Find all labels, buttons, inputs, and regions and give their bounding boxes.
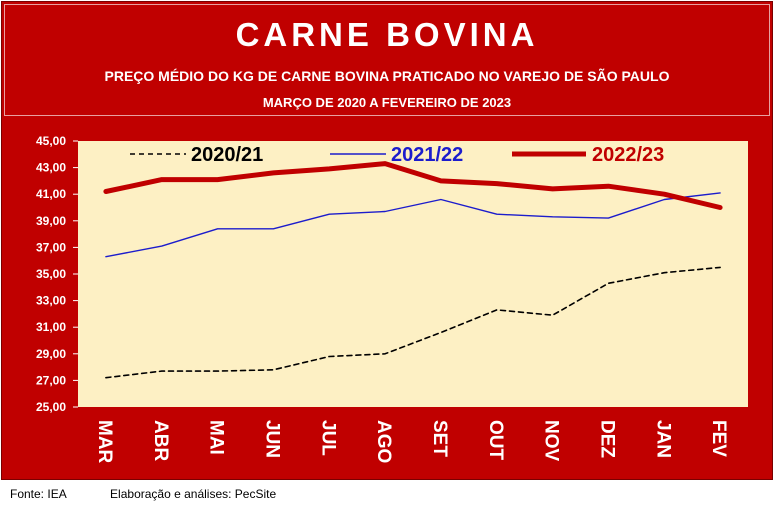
x-axis: MAR ABR MAI JUN JUL AGO SET OUT NOV DEZ JAN FEV bbox=[94, 420, 729, 464]
y-tick-label: 33,00 bbox=[36, 294, 66, 308]
series-lines bbox=[103, 161, 723, 379]
y-tick-label: 25,00 bbox=[36, 400, 66, 414]
x-tick-label-fev: FEV bbox=[708, 420, 729, 457]
x-tick-label-out: OUT bbox=[485, 420, 506, 461]
x-tick-label-abr: ABR bbox=[150, 420, 171, 461]
y-tick-label: 45,00 bbox=[36, 134, 66, 148]
x-tick-label-jan: JAN bbox=[652, 420, 673, 458]
line-chart: 25,00 27,00 29,00 31,00 33,00 35,00 37,00 39,00… bbox=[36, 134, 748, 464]
credit-note: Elaboração e análises: PecSite bbox=[110, 487, 277, 501]
x-tick-label-dez: DEZ bbox=[596, 420, 617, 458]
chart-subtitle: PREÇO MÉDIO DO KG DE CARNE BOVINA PRATIC… bbox=[104, 68, 670, 84]
series-line-2021-22 bbox=[105, 192, 721, 258]
x-tick-label-ago: AGO bbox=[373, 420, 394, 463]
footer: Fonte: IEA Elaboração e análises: PecSit… bbox=[10, 487, 316, 501]
y-tick-label: 29,00 bbox=[36, 347, 66, 361]
x-tick-label-nov: NOV bbox=[541, 420, 562, 462]
legend-label-2022-23: 2022/23 bbox=[592, 144, 664, 166]
plot-area bbox=[78, 141, 748, 407]
y-tick-label: 35,00 bbox=[36, 267, 66, 281]
y-tick-label: 43,00 bbox=[36, 161, 66, 175]
chart-title: CARNE BOVINA bbox=[235, 16, 539, 53]
series-line-2022-23 bbox=[103, 161, 723, 210]
y-tick-label: 41,00 bbox=[36, 187, 66, 201]
y-axis: 25,00 27,00 29,00 31,00 33,00 35,00 37,00 39,00… bbox=[36, 134, 78, 414]
series-line-2020-21 bbox=[105, 266, 721, 379]
y-tick-label: 31,00 bbox=[36, 320, 66, 334]
x-tick-label-set: SET bbox=[429, 420, 450, 457]
x-tick-label-jul: JUL bbox=[317, 420, 338, 456]
x-tick-label-mai: MAI bbox=[206, 420, 227, 455]
y-tick-label: 37,00 bbox=[36, 240, 66, 254]
legend-label-2021-22: 2021/22 bbox=[391, 144, 463, 166]
x-tick-label-mar: MAR bbox=[94, 420, 115, 464]
legend: 2020/21 2021/22 2022/23 bbox=[130, 144, 664, 166]
y-tick-label: 27,00 bbox=[36, 373, 66, 387]
y-tick-label: 39,00 bbox=[36, 214, 66, 228]
source-note: Fonte: IEA bbox=[10, 487, 67, 501]
header-panel: CARNE BOVINA PREÇO MÉDIO DO KG DE CARNE … bbox=[4, 4, 770, 116]
x-tick-label-jun: JUN bbox=[261, 420, 282, 458]
chart-period: MARÇO DE 2020 A FEVEREIRO DE 2023 bbox=[262, 95, 512, 110]
legend-label-2020-21: 2020/21 bbox=[191, 144, 263, 166]
